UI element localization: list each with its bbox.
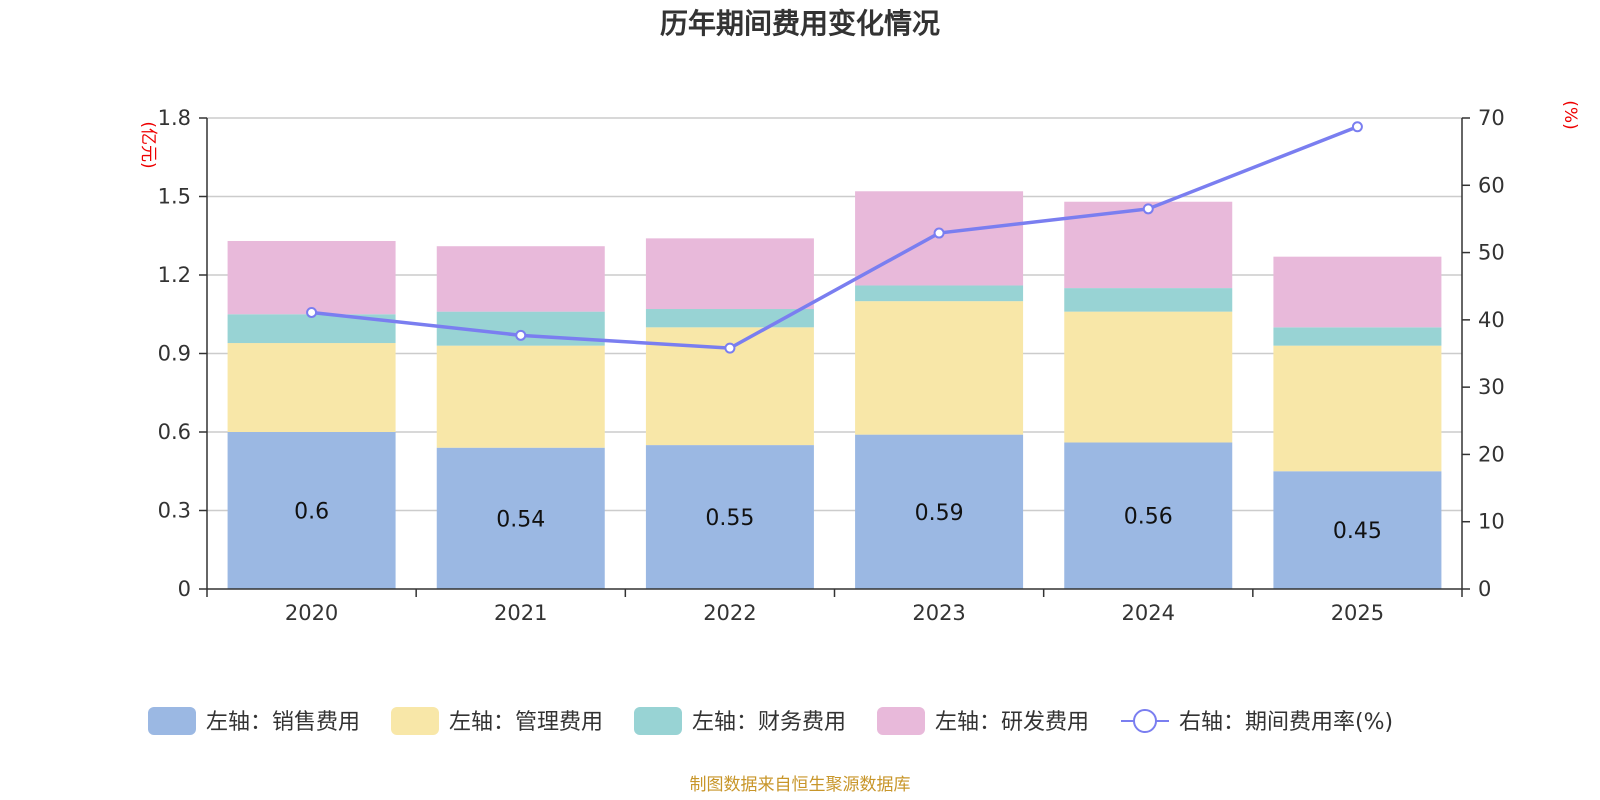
bar-segment (437, 346, 605, 448)
bar-segment (1273, 346, 1441, 472)
rate-point (725, 344, 734, 353)
right-tick-label: 60 (1478, 173, 1505, 197)
bar-segment (437, 246, 605, 311)
legend-label: 右轴：期间费用率(%) (1179, 710, 1393, 735)
legend: 左轴：销售费用 左轴：管理费用 左轴：财务费用 左轴：研发费用 右轴：期间费用率(%) (148, 707, 1393, 735)
left-tick-label: 1.2 (158, 263, 191, 287)
legend-swatch (148, 707, 196, 735)
x-tick-label: 2023 (912, 601, 965, 625)
x-tick-label: 2020 (285, 601, 338, 625)
right-tick-label: 10 (1478, 510, 1505, 534)
bar-value-label: 0.55 (705, 506, 754, 531)
rate-point (516, 331, 525, 340)
right-axis-unit: (%) (1560, 100, 1580, 129)
right-tick-label: 50 (1478, 241, 1505, 265)
legend-swatch (634, 707, 682, 735)
left-tick-label: 0.9 (158, 342, 191, 366)
left-tick-label: 1.5 (158, 185, 191, 209)
x-tick-label: 2021 (494, 601, 547, 625)
rate-point (307, 308, 316, 317)
bar-segment (1064, 288, 1232, 312)
bar-segment (1273, 327, 1441, 345)
left-tick-label: 0.3 (158, 499, 191, 523)
bar-segment (228, 343, 396, 432)
right-tick-label: 40 (1478, 308, 1505, 332)
bar-segment (228, 241, 396, 314)
rate-point (935, 229, 944, 238)
legend-label: 左轴：管理费用 (449, 710, 603, 735)
bar-value-label: 0.54 (496, 507, 545, 532)
right-tick-label: 20 (1478, 442, 1505, 466)
bar-segment (646, 238, 814, 309)
left-tick-label: 0 (178, 577, 191, 601)
bar-value-label: 0.45 (1333, 519, 1382, 544)
left-axis-unit: (亿元) (138, 121, 158, 168)
data-source-note: 制图数据来自恒生聚源数据库 (690, 775, 911, 795)
x-tick-label: 2022 (703, 601, 756, 625)
bar-segment (646, 309, 814, 327)
legend-line-marker (1134, 710, 1156, 732)
chart-title: 历年期间费用变化情况 (660, 7, 940, 40)
x-tick-label: 2024 (1122, 601, 1175, 625)
legend-label: 左轴：财务费用 (692, 710, 846, 735)
right-tick-label: 30 (1478, 375, 1505, 399)
legend-label: 左轴：销售费用 (206, 710, 360, 735)
x-tick-label: 2025 (1331, 601, 1384, 625)
right-tick-label: 70 (1478, 106, 1505, 130)
bar-segment (1064, 312, 1232, 443)
rate-point (1144, 204, 1153, 213)
bar-value-label: 0.59 (915, 501, 964, 526)
bars (228, 191, 1442, 589)
bar-segment (855, 285, 1023, 301)
legend-swatch (391, 707, 439, 735)
bar-segment (855, 301, 1023, 434)
bar-segment (1273, 257, 1441, 328)
bar-value-label: 0.6 (294, 500, 329, 525)
legend-swatch (877, 707, 925, 735)
chart-canvas: 历年期间费用变化情况 0.6 0.54 0.55 0.59 0.56 0.45 0 0.3 0… (0, 0, 1600, 800)
legend-label: 左轴：研发费用 (935, 710, 1089, 735)
left-tick-label: 1.8 (158, 106, 191, 130)
bar-value-label: 0.56 (1124, 505, 1173, 530)
rate-point (1353, 122, 1362, 131)
left-tick-label: 0.6 (158, 420, 191, 444)
right-tick-label: 0 (1478, 577, 1491, 601)
